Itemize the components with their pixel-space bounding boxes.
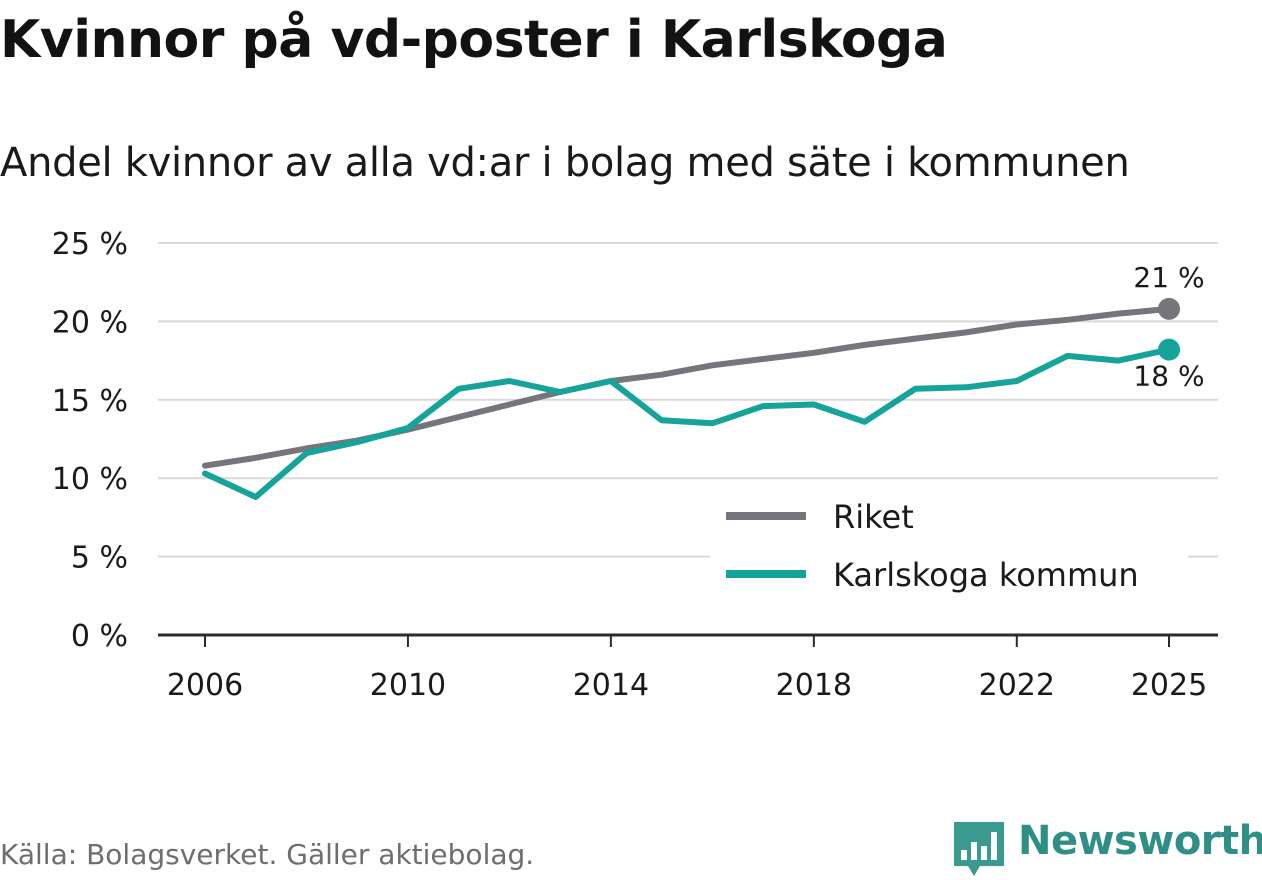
legend-background [710, 490, 1188, 606]
x-tick-label: 2018 [776, 668, 852, 703]
series-end-point [1158, 297, 1180, 320]
brand-name: Newsworthy [1018, 818, 1262, 864]
legend: Riket Karlskoga kommun [710, 490, 1188, 606]
y-tick-label: 5 % [71, 541, 128, 576]
x-tick-label: 2010 [370, 668, 446, 703]
x-tick-label: 2014 [573, 668, 649, 703]
legend-label: Karlskoga kommun [833, 556, 1139, 594]
chart-title: Kvinnor på vd-poster i Karlskoga [0, 10, 948, 70]
x-axis: 2006 2010 2014 2018 2022 2025 [167, 635, 1207, 703]
series-end-label: 18 % [1133, 360, 1204, 393]
y-tick-label: 15 % [52, 384, 128, 419]
x-tick-label: 2025 [1131, 668, 1207, 703]
x-tick-label: 2022 [979, 668, 1055, 703]
legend-label: Riket [833, 498, 914, 536]
bar-chart-icon [954, 822, 1004, 876]
series-end-label: 21 % [1133, 261, 1204, 294]
x-tick-label: 2006 [167, 668, 243, 703]
y-tick-label: 10 % [52, 462, 128, 497]
source-note: Källa: Bolagsverket. Gäller aktiebolag. [0, 838, 535, 871]
y-tick-label: 20 % [52, 305, 128, 340]
series-end-point [1158, 338, 1180, 361]
chart-subtitle: Andel kvinnor av alla vd:ar i bolag med … [0, 140, 1130, 186]
y-axis: 0 % 5 % 10 % 15 % 20 % 25 % [52, 227, 128, 654]
y-tick-label: 25 % [52, 227, 128, 262]
line-chart: 0 %5 %10 %15 %20 %25 % 2006 2010 2014 2018 2… [52, 227, 1218, 703]
series-line-karlskoga [202, 346, 1172, 500]
brand-logo: Newsworthy [950, 818, 1262, 878]
y-tick-label: 0 % [71, 619, 128, 654]
series-lines: 21 % 18 % [202, 261, 1205, 500]
